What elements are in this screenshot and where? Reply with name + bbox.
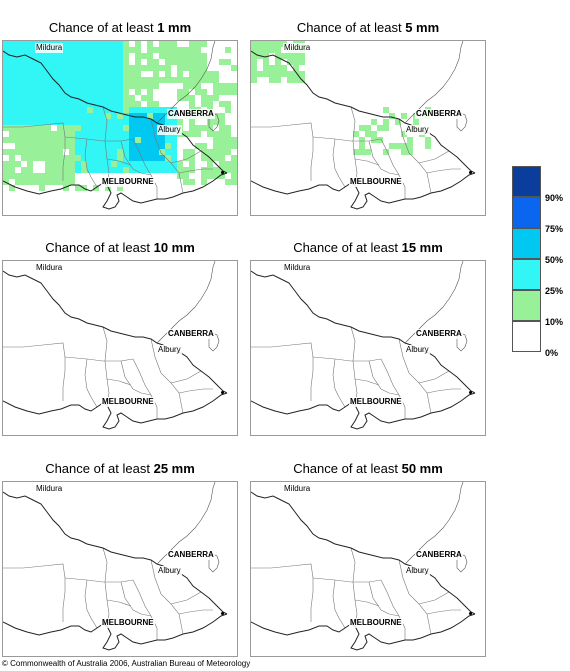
location-marker bbox=[221, 391, 224, 394]
rainfall-map: Mildura CANBERRA Albury MELBOURNE bbox=[250, 481, 486, 657]
legend-label-10: 10% bbox=[545, 317, 564, 327]
city-label-melbourne: MELBOURNE bbox=[349, 177, 403, 187]
panel-title: Chance of at least 25 mm bbox=[45, 461, 195, 476]
legend-label-25: 25% bbox=[545, 286, 564, 296]
legend-label-0: 0% bbox=[545, 348, 559, 358]
rainfall-map: Mildura CANBERRA Albury MELBOURNE bbox=[2, 481, 238, 657]
city-label-albury: Albury bbox=[157, 566, 182, 576]
panel-title: Chance of at least 15 mm bbox=[293, 240, 443, 255]
location-marker bbox=[469, 612, 472, 615]
city-label-mildura: Mildura bbox=[35, 484, 64, 494]
city-label-albury: Albury bbox=[405, 125, 430, 135]
copyright-notice: © Commonwealth of Australia 2006, Austra… bbox=[2, 659, 251, 668]
legend-swatch-10 bbox=[512, 290, 541, 321]
city-label-mildura: Mildura bbox=[35, 263, 64, 273]
city-label-canberra: CANBERRA bbox=[167, 329, 215, 339]
legend-swatch-25 bbox=[512, 259, 541, 290]
city-label-melbourne: MELBOURNE bbox=[101, 618, 155, 628]
legend-swatch-0 bbox=[512, 321, 541, 352]
rainfall-map: Mildura CANBERRA Albury MELBOURNE bbox=[2, 40, 238, 216]
location-marker bbox=[469, 391, 472, 394]
rainfall-probability-cells bbox=[251, 41, 431, 155]
map-boundaries bbox=[3, 41, 228, 210]
location-marker bbox=[221, 171, 224, 174]
legend-swatch-75 bbox=[512, 197, 541, 228]
city-label-canberra: CANBERRA bbox=[167, 109, 215, 119]
city-label-mildura: Mildura bbox=[283, 263, 312, 273]
city-label-mildura: Mildura bbox=[35, 43, 64, 53]
panel-title: Chance of at least 50 mm bbox=[293, 461, 443, 476]
city-label-melbourne: MELBOURNE bbox=[349, 618, 403, 628]
location-marker bbox=[469, 171, 472, 174]
city-label-canberra: CANBERRA bbox=[415, 550, 463, 560]
panel-title: Chance of at least 10 mm bbox=[45, 240, 195, 255]
legend-label-90: 90% bbox=[545, 193, 564, 203]
rainfall-probability-cells bbox=[3, 41, 237, 191]
city-label-canberra: CANBERRA bbox=[167, 550, 215, 560]
location-marker bbox=[221, 612, 224, 615]
city-label-canberra: CANBERRA bbox=[415, 109, 463, 119]
city-label-albury: Albury bbox=[157, 125, 182, 135]
rainfall-map: Mildura CANBERRA Albury MELBOURNE bbox=[2, 260, 238, 436]
city-label-canberra: CANBERRA bbox=[415, 329, 463, 339]
city-label-albury: Albury bbox=[157, 345, 182, 355]
panel-title: Chance of at least 5 mm bbox=[296, 20, 440, 35]
legend-swatch-50 bbox=[512, 228, 541, 259]
legend-swatch-90 bbox=[512, 166, 541, 197]
city-label-melbourne: MELBOURNE bbox=[101, 177, 155, 187]
city-label-melbourne: MELBOURNE bbox=[101, 397, 155, 407]
city-label-mildura: Mildura bbox=[283, 484, 312, 494]
rainfall-map: Mildura CANBERRA Albury MELBOURNE bbox=[250, 260, 486, 436]
panel-title: Chance of at least 1 mm bbox=[48, 20, 192, 35]
city-label-melbourne: MELBOURNE bbox=[349, 397, 403, 407]
city-label-albury: Albury bbox=[405, 345, 430, 355]
legend-label-50: 50% bbox=[545, 255, 564, 265]
city-label-albury: Albury bbox=[405, 566, 430, 576]
city-label-mildura: Mildura bbox=[283, 43, 312, 53]
map-boundaries bbox=[251, 482, 476, 651]
legend-label-75: 75% bbox=[545, 224, 564, 234]
rainfall-map: Mildura CANBERRA Albury MELBOURNE bbox=[250, 40, 486, 216]
